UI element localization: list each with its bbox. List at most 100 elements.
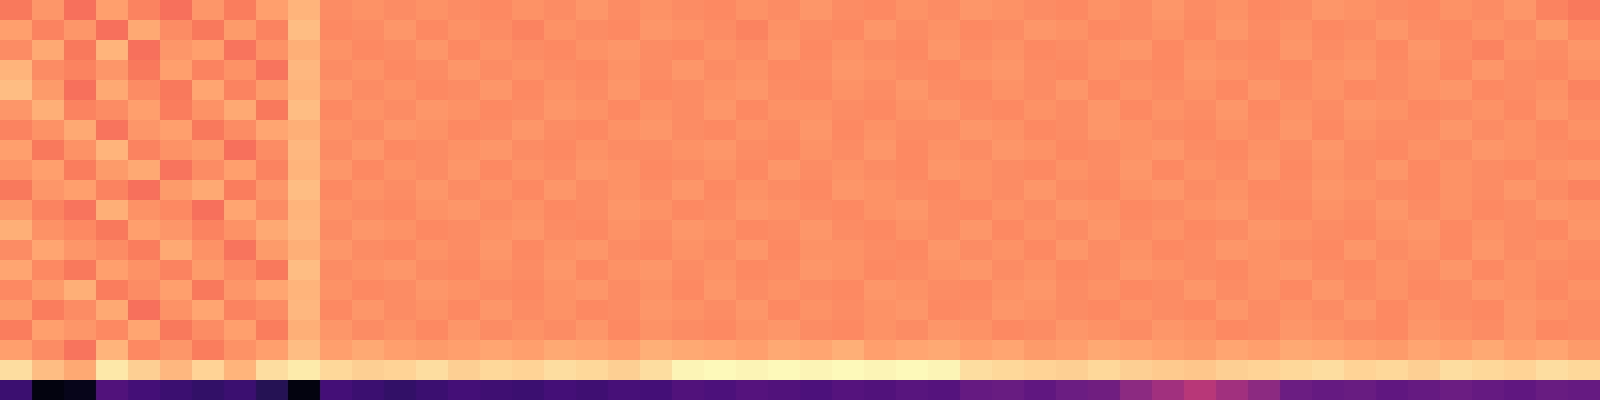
heatmap-cell: [864, 180, 897, 201]
heatmap-cell: [960, 100, 993, 121]
heatmap-cell: [1248, 240, 1281, 261]
heatmap-cell: [1504, 120, 1537, 141]
heatmap-cell: [1056, 340, 1089, 361]
heatmap-cell: [1216, 120, 1249, 141]
heatmap-cell: [1088, 220, 1121, 241]
heatmap-cell: [1152, 280, 1185, 301]
heatmap-cell: [1024, 260, 1057, 281]
heatmap-cell: [832, 40, 865, 61]
heatmap-cell: [1088, 340, 1121, 361]
heatmap-cell: [1184, 180, 1217, 201]
heatmap-cell: [0, 380, 33, 400]
heatmap-cell: [608, 360, 641, 381]
heatmap-cell: [736, 340, 769, 361]
heatmap-cell: [864, 260, 897, 281]
heatmap-cell: [1248, 20, 1281, 41]
heatmap-cell: [32, 260, 65, 281]
heatmap-cell: [544, 300, 577, 321]
heatmap-cell: [160, 80, 193, 101]
heatmap-cell: [512, 20, 545, 41]
heatmap-cell: [832, 200, 865, 221]
heatmap-cell: [736, 20, 769, 41]
heatmap-cell: [1472, 120, 1505, 141]
heatmap-cell: [576, 200, 609, 221]
heatmap-cell: [1440, 120, 1473, 141]
heatmap-cell: [768, 40, 801, 61]
heatmap-cell: [192, 160, 225, 181]
heatmap-cell: [608, 320, 641, 341]
heatmap-cell: [1536, 140, 1569, 161]
heatmap-cell: [800, 200, 833, 221]
heatmap-cell: [640, 300, 673, 321]
heatmap-cell: [1184, 160, 1217, 181]
heatmap-cell: [704, 40, 737, 61]
heatmap-cell: [832, 60, 865, 81]
heatmap-cell: [32, 60, 65, 81]
heatmap-cell: [256, 240, 289, 261]
heatmap-cell: [1344, 200, 1377, 221]
heatmap-cell: [64, 160, 97, 181]
heatmap-cell: [1408, 220, 1441, 241]
heatmap-cell: [1472, 300, 1505, 321]
heatmap-cell: [640, 60, 673, 81]
heatmap-cell: [608, 300, 641, 321]
heatmap-cell: [608, 0, 641, 21]
heatmap-cell: [1152, 360, 1185, 381]
heatmap-cell: [1056, 280, 1089, 301]
heatmap-cell: [544, 40, 577, 61]
heatmap-cell: [1312, 160, 1345, 181]
heatmap-cell: [1088, 320, 1121, 341]
heatmap-cell: [928, 260, 961, 281]
heatmap-cell: [192, 300, 225, 321]
heatmap-cell: [704, 120, 737, 141]
heatmap-cell: [352, 220, 385, 241]
heatmap-cell: [384, 260, 417, 281]
heatmap-cell: [736, 140, 769, 161]
heatmap-cell: [1312, 320, 1345, 341]
heatmap-cell: [1376, 120, 1409, 141]
heatmap-cell: [64, 360, 97, 381]
heatmap-cell: [32, 20, 65, 41]
heatmap-cell: [128, 0, 161, 21]
heatmap-cell: [1440, 180, 1473, 201]
heatmap-cell: [448, 160, 481, 181]
heatmap-cell: [160, 340, 193, 361]
heatmap-cell: [1440, 340, 1473, 361]
heatmap-cell: [832, 160, 865, 181]
heatmap-cell: [352, 120, 385, 141]
heatmap-cell: [960, 140, 993, 161]
heatmap-cell: [672, 300, 705, 321]
heatmap-cell: [128, 340, 161, 361]
heatmap-cell: [384, 0, 417, 21]
heatmap-cell: [1344, 320, 1377, 341]
heatmap-cell: [800, 360, 833, 381]
heatmap-cell: [1376, 80, 1409, 101]
heatmap-cell: [1184, 60, 1217, 81]
heatmap-cell: [768, 80, 801, 101]
heatmap-cell: [192, 280, 225, 301]
heatmap-cell: [1504, 180, 1537, 201]
heatmap-cell: [384, 300, 417, 321]
heatmap-cell: [192, 60, 225, 81]
heatmap-cell: [32, 200, 65, 221]
heatmap-cell: [640, 220, 673, 241]
heatmap-cell: [1408, 340, 1441, 361]
heatmap-cell: [1472, 280, 1505, 301]
heatmap-cell: [1440, 80, 1473, 101]
heatmap-cell: [32, 240, 65, 261]
heatmap-cell: [1312, 20, 1345, 41]
heatmap-cell: [1280, 380, 1313, 400]
heatmap-cell: [1472, 240, 1505, 261]
heatmap-cell: [320, 260, 353, 281]
heatmap-cell: [768, 260, 801, 281]
heatmap-cell: [1376, 300, 1409, 321]
heatmap-cell: [160, 380, 193, 400]
heatmap-cell: [480, 200, 513, 221]
heatmap-cell: [768, 180, 801, 201]
heatmap-cell: [288, 20, 321, 41]
heatmap-cell: [1280, 120, 1313, 141]
heatmap-cell: [320, 140, 353, 161]
heatmap-cell: [64, 220, 97, 241]
heatmap-cell: [1248, 160, 1281, 181]
heatmap-cell: [768, 380, 801, 400]
